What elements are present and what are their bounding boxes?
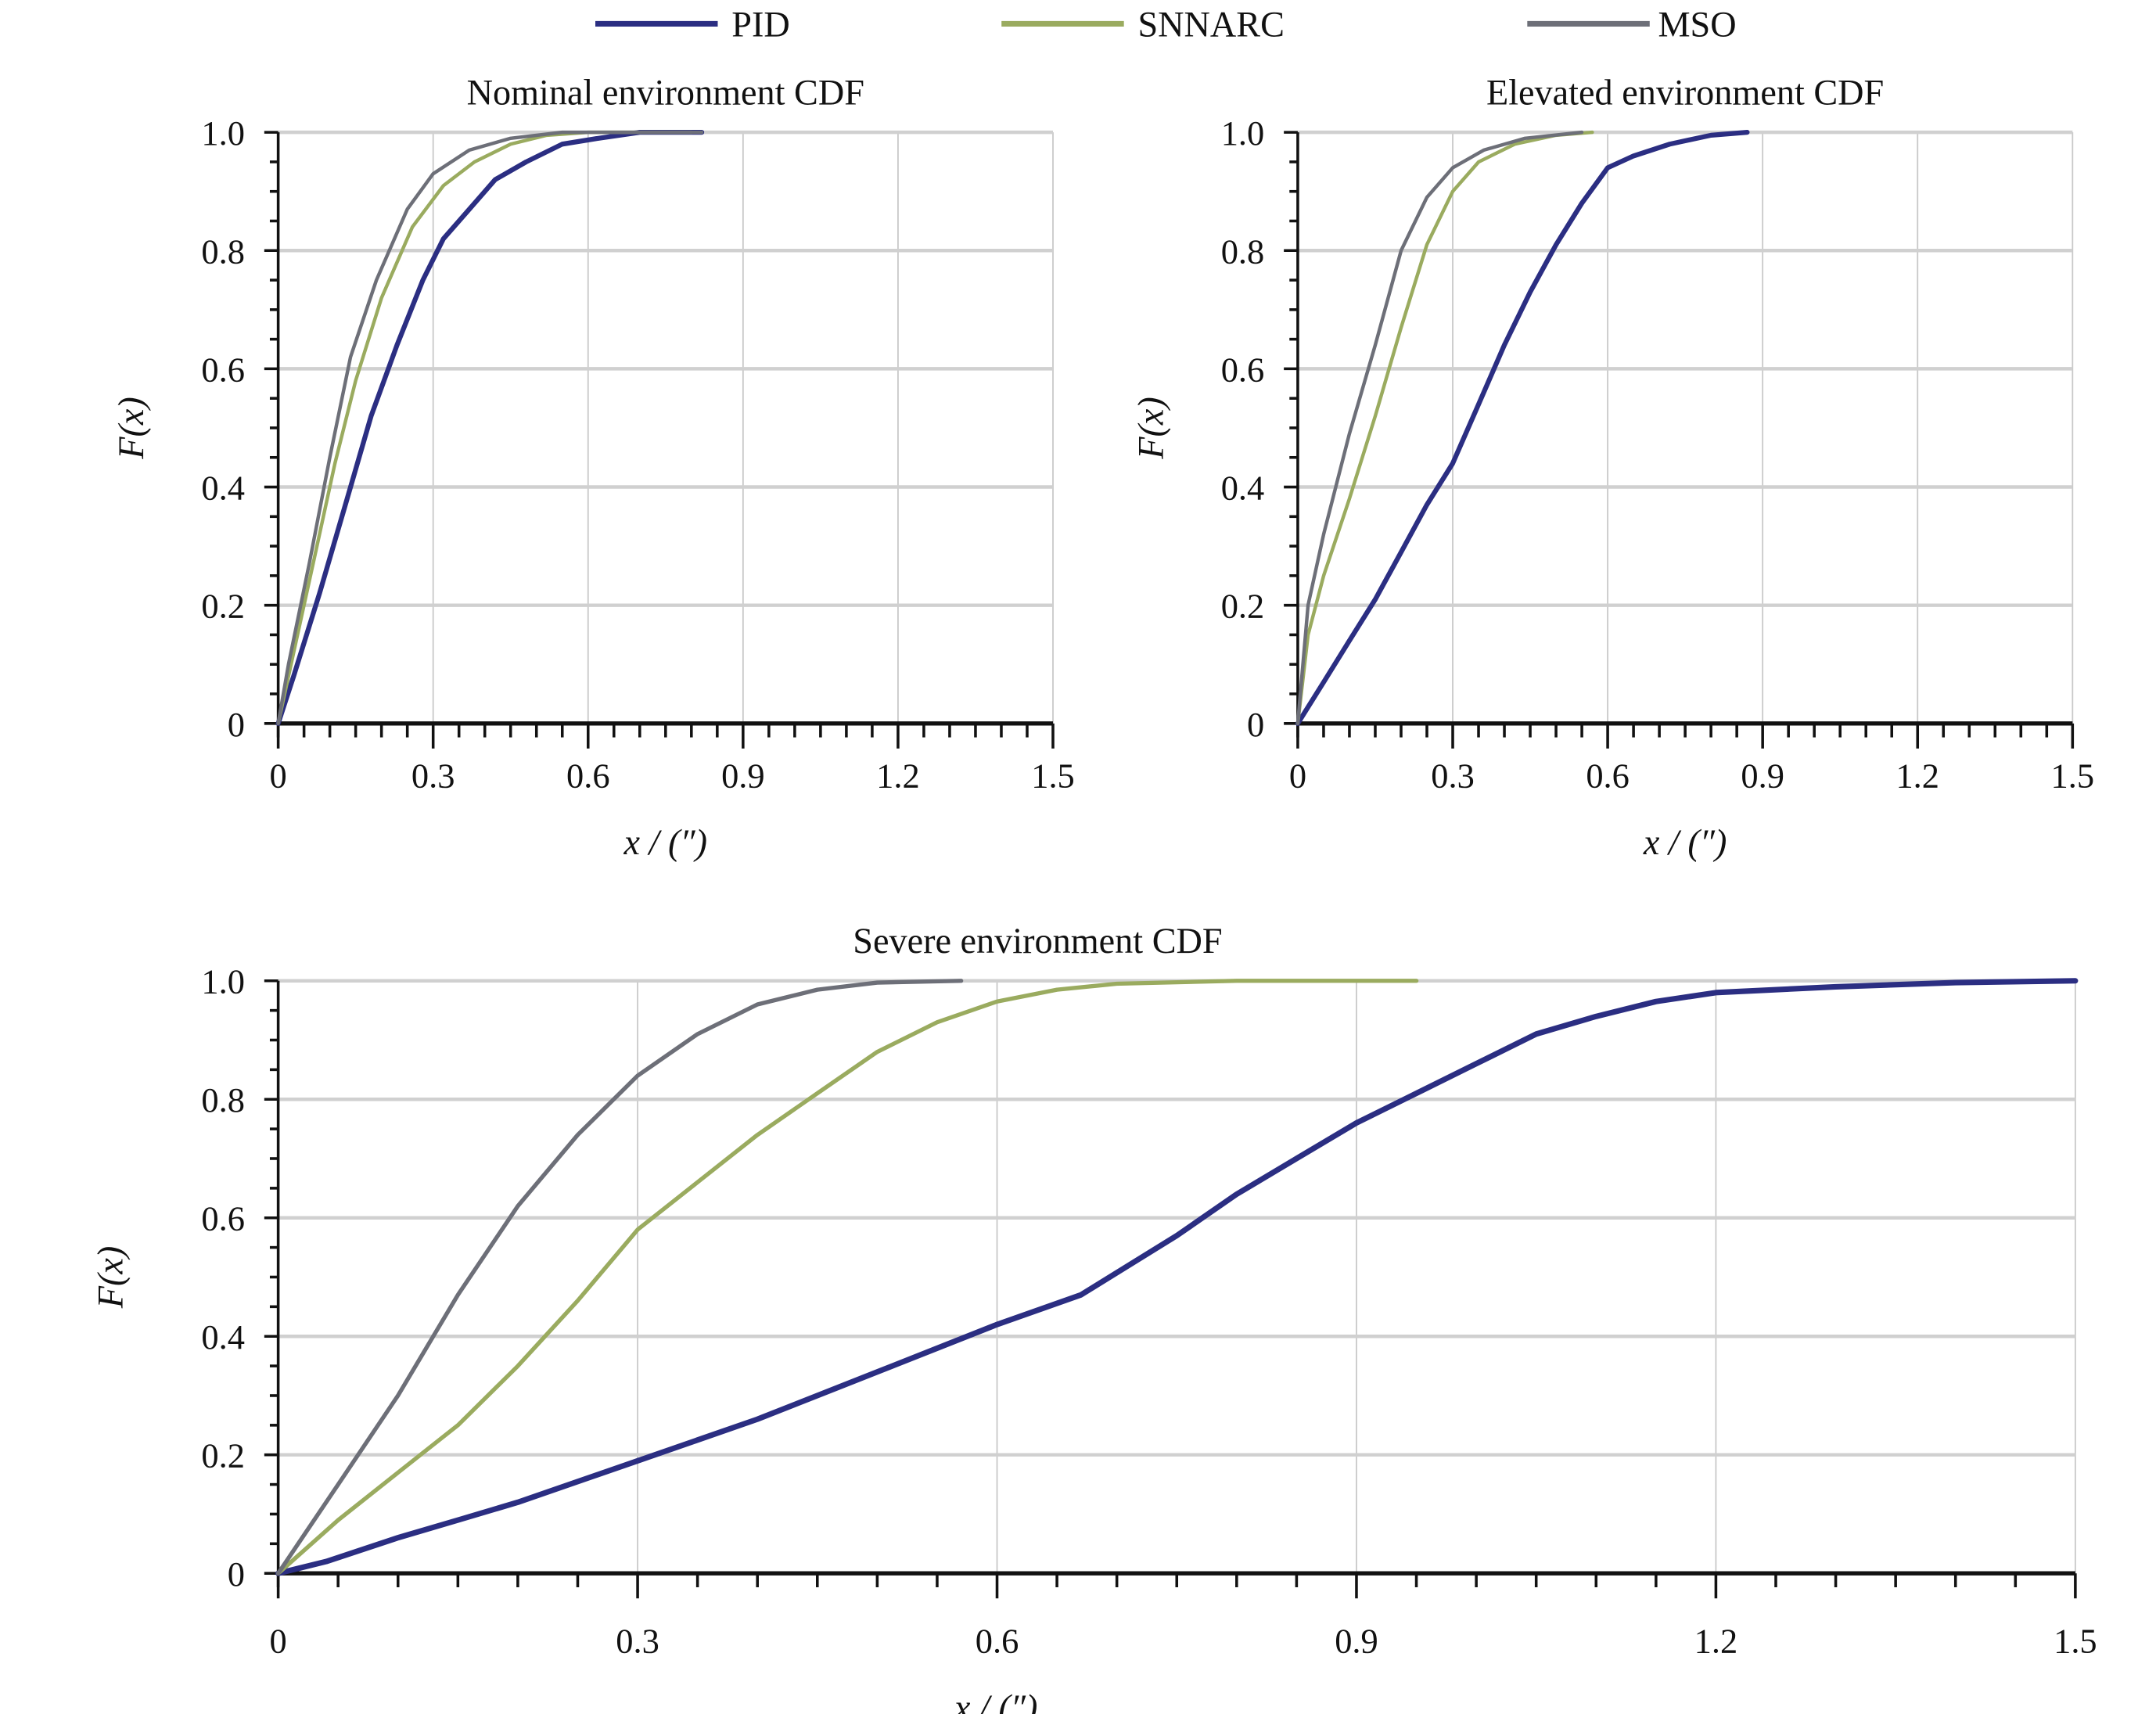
legend-item-pid: PID <box>595 4 790 44</box>
y-axis-label: F(x) <box>90 1246 130 1310</box>
x-axis-label: x / (″) <box>1643 822 1727 862</box>
chart-1: 0 0.3 0.6 0.9 1.2 1.5 0 0.2 0.4 0.6 0.8 1.0 Nominal … <box>111 73 1075 862</box>
chart-title: Nominal environment CDF <box>467 73 864 113</box>
series-line-pid <box>275 978 2079 1576</box>
x-tick-label: 0.6 <box>976 1622 1019 1661</box>
y-axis-label: F(x) <box>111 397 151 460</box>
x-tick-label: 0 <box>1289 756 1306 796</box>
x-tick-label: 0.9 <box>1741 756 1784 796</box>
y-tick-label: 0.6 <box>201 350 245 389</box>
y-tick-label: 1.0 <box>201 962 245 1001</box>
legend: PID SNNARC MSO <box>595 4 1737 44</box>
series-line-mso <box>276 130 704 726</box>
x-tick-label: 0.6 <box>1586 756 1630 796</box>
y-tick-label: 0 <box>1247 705 1264 744</box>
x-tick-label: 0 <box>270 1622 287 1661</box>
legend-label: SNNARC <box>1137 4 1285 44</box>
y-tick-label: 0.6 <box>201 1199 245 1238</box>
y-tick-label: 0 <box>228 1554 245 1594</box>
y-tick-label: 0.4 <box>201 469 245 508</box>
series-line-snnarc <box>1295 130 1594 726</box>
x-tick-label: 1.2 <box>876 756 920 796</box>
chart-2: 0 0.3 0.6 0.9 1.2 1.5 0 0.2 0.4 0.6 0.8 1.0 Elevated… <box>1130 73 2094 862</box>
x-tick-label: 1.5 <box>2051 756 2095 796</box>
y-tick-label: 0 <box>228 705 245 744</box>
x-tick-label: 0 <box>270 756 287 796</box>
y-tick-label: 0.4 <box>201 1317 245 1356</box>
y-tick-label: 0.2 <box>201 1436 245 1475</box>
x-tick-label: 1.2 <box>1895 756 1939 796</box>
legend-item-snnarc: SNNARC <box>1001 4 1285 44</box>
series-line-mso <box>275 979 964 1576</box>
x-tick-label: 0.9 <box>721 756 765 796</box>
x-tick-label: 1.5 <box>2054 1622 2097 1661</box>
series-line-pid <box>1295 130 1750 726</box>
legend-item-mso: MSO <box>1527 4 1737 44</box>
x-tick-label: 0.6 <box>566 756 610 796</box>
series-line-snnarc <box>275 979 1419 1576</box>
y-tick-label: 0.2 <box>201 587 245 626</box>
x-tick-label: 0.9 <box>1335 1622 1378 1661</box>
plots: 0 0.3 0.6 0.9 1.2 1.5 0 0.2 0.4 0.6 0.8 1.0 Nominal … <box>90 73 2097 1714</box>
legend-label: MSO <box>1658 4 1736 44</box>
y-tick-label: 0.6 <box>1221 350 1265 389</box>
y-tick-label: 0.4 <box>1221 469 1265 508</box>
x-tick-label: 0.3 <box>411 756 455 796</box>
legend-label: PID <box>731 4 789 44</box>
x-tick-label: 0.3 <box>1431 756 1475 796</box>
series-line-pid <box>275 130 705 726</box>
y-tick-label: 0.2 <box>1221 587 1265 626</box>
x-tick-label: 0.3 <box>616 1622 659 1661</box>
x-axis-label: x / (″) <box>954 1687 1038 1714</box>
y-tick-label: 0.8 <box>201 232 245 271</box>
series-line-mso <box>1295 130 1584 726</box>
y-tick-label: 0.8 <box>1221 232 1265 271</box>
x-tick-label: 1.5 <box>1031 756 1075 796</box>
y-tick-label: 1.0 <box>201 113 245 153</box>
chart-3: 0 0.3 0.6 0.9 1.2 1.5 0 0.2 0.4 0.6 0.8 1.0 Severe e… <box>90 921 2097 1714</box>
y-axis-label: F(x) <box>1130 397 1170 460</box>
y-tick-label: 0.8 <box>201 1080 245 1119</box>
series-line-snnarc <box>276 130 694 726</box>
chart-title: Severe environment CDF <box>853 921 1222 961</box>
y-tick-label: 1.0 <box>1221 113 1265 153</box>
x-axis-label: x / (″) <box>623 822 707 862</box>
x-tick-label: 1.2 <box>1694 1622 1738 1661</box>
chart-title: Elevated environment CDF <box>1486 73 1884 113</box>
